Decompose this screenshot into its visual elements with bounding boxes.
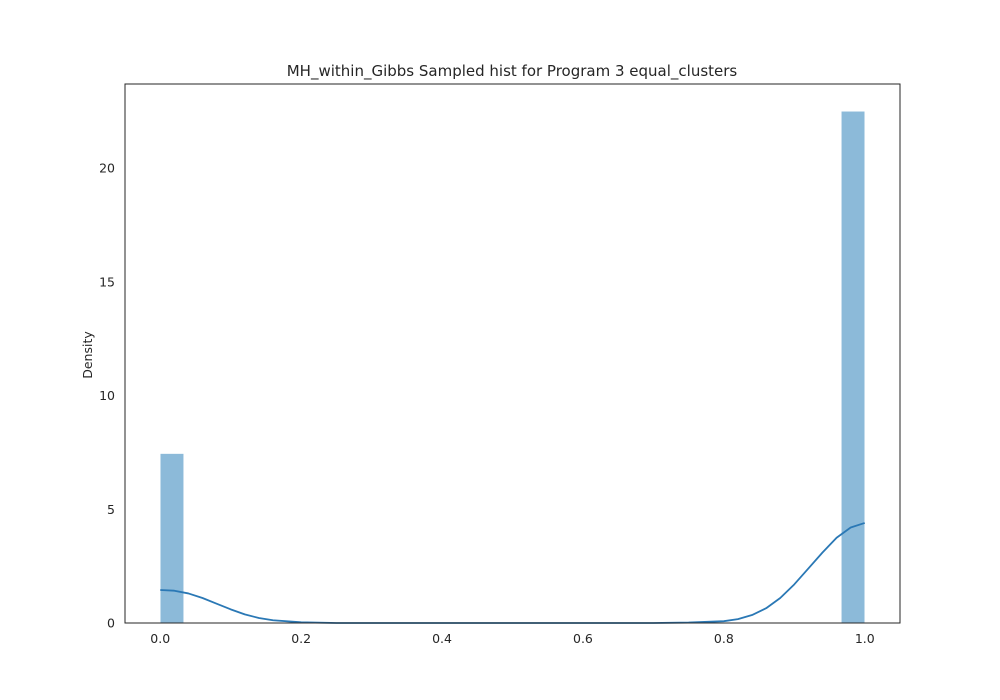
kde-line — [160, 522, 866, 624]
x-tick-label-5: 1.0 — [855, 631, 875, 646]
bars-layer — [159, 111, 866, 624]
y-tick-label-1: 5 — [107, 502, 115, 517]
plot-frame — [124, 83, 901, 624]
histogram-bar-1 — [841, 111, 866, 624]
chart-title: MH_within_Gibbs Sampled hist for Program… — [287, 62, 738, 81]
x-tick-label-1: 0.2 — [291, 631, 311, 646]
y-tick-label-2: 10 — [99, 388, 115, 403]
x-tick-label-0: 0.0 — [150, 631, 170, 646]
x-tick-label-4: 0.8 — [714, 631, 734, 646]
y-tick-label-3: 15 — [99, 274, 115, 289]
y-ticks: 0 5 10 15 20 — [99, 161, 115, 631]
y-tick-label-0: 0 — [107, 616, 115, 631]
y-axis-label: Density — [80, 331, 95, 379]
x-tick-label-3: 0.6 — [573, 631, 593, 646]
x-tick-label-2: 0.4 — [432, 631, 452, 646]
kde-layer — [160, 522, 866, 624]
x-ticks: 0.0 0.2 0.4 0.6 0.8 1.0 — [150, 631, 875, 646]
histogram-bar-0 — [159, 453, 184, 624]
y-tick-label-4: 20 — [99, 161, 115, 176]
